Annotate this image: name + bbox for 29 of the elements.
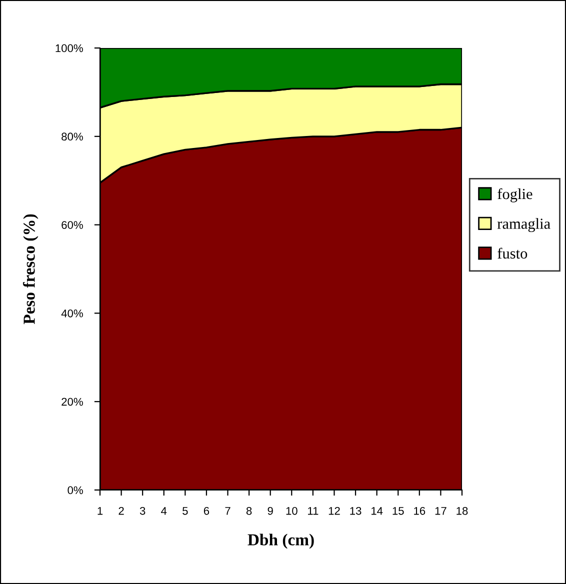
x-tick-label: 6 bbox=[204, 506, 210, 515]
y-tick-label: 60% bbox=[62, 221, 83, 229]
x-tick-label: 11 bbox=[308, 507, 318, 515]
x-tick-label: 8 bbox=[246, 506, 252, 515]
x-tick-label: 4 bbox=[161, 507, 167, 515]
x-tick-label: 7 bbox=[225, 507, 230, 515]
y-tick-label: 80% bbox=[62, 132, 83, 141]
x-axis-title: Dbh (cm) bbox=[248, 534, 314, 549]
y-tick-label: 20% bbox=[62, 398, 83, 406]
y-axis-title: Peso fresco (%) bbox=[22, 214, 38, 324]
x-tick-label: 16 bbox=[414, 506, 426, 515]
x-tick-label: 15 bbox=[392, 507, 404, 515]
y-tick-label: 0% bbox=[68, 486, 83, 494]
legend-label: fusto bbox=[498, 248, 528, 259]
y-tick-label: 40% bbox=[61, 309, 83, 318]
x-tick-label: 14 bbox=[371, 507, 383, 515]
legend-label: ramaglia bbox=[497, 218, 550, 232]
x-tick-label: 13 bbox=[350, 506, 362, 515]
x-tick-label: 9 bbox=[268, 506, 273, 515]
legend-label: foglie bbox=[498, 188, 532, 202]
x-tick-label: 12 bbox=[328, 506, 340, 515]
x-tick-label: 2 bbox=[118, 506, 124, 515]
x-tick-label: 3 bbox=[140, 506, 146, 515]
x-tick-label: 17 bbox=[435, 507, 446, 515]
x-tick-label: 1 bbox=[98, 507, 103, 515]
x-tick-label: 18 bbox=[456, 506, 468, 515]
x-tick-label: 5 bbox=[182, 507, 188, 515]
y-tick-label: 100% bbox=[56, 44, 83, 52]
x-tick-label: 10 bbox=[286, 506, 298, 515]
